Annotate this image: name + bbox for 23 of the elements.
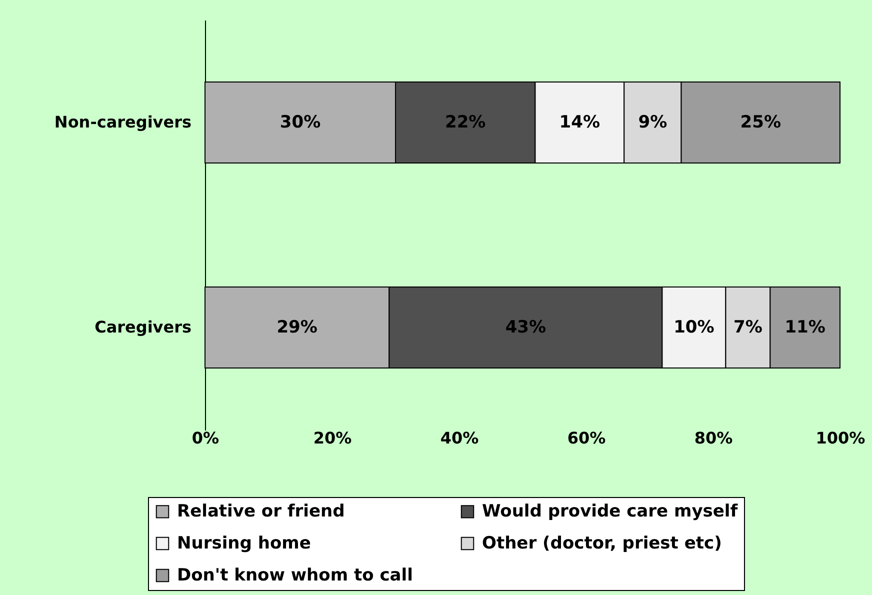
legend-label: Would provide care myself: [482, 502, 738, 522]
x-tick-label: 100%: [816, 428, 866, 448]
x-tick-label: 80%: [694, 428, 733, 448]
data-label: 14%: [559, 112, 600, 132]
data-label: 43%: [505, 318, 546, 338]
y-tick-label: Non-caregivers: [54, 112, 192, 132]
data-label: 11%: [784, 318, 826, 338]
data-label: 10%: [674, 318, 714, 338]
x-tick-label: 60%: [567, 428, 606, 448]
data-label: 29%: [276, 318, 318, 338]
data-label: 30%: [280, 112, 321, 132]
legend-label: Relative or friend: [177, 502, 345, 522]
x-tick-label: 0%: [192, 428, 220, 448]
legend-label: Other (doctor, priest etc): [482, 534, 722, 554]
y-tick-label: Caregivers: [94, 318, 192, 336]
x-tick-label: 20%: [313, 428, 352, 448]
data-label: 9%: [638, 112, 668, 132]
data-label: 7%: [733, 318, 762, 338]
data-label: 22%: [445, 112, 486, 132]
legend-label: Don't know whom to call: [177, 566, 413, 586]
x-tick-label: 40%: [440, 428, 479, 448]
data-label: 25%: [740, 112, 781, 132]
legend-label: Nursing home: [177, 534, 311, 554]
